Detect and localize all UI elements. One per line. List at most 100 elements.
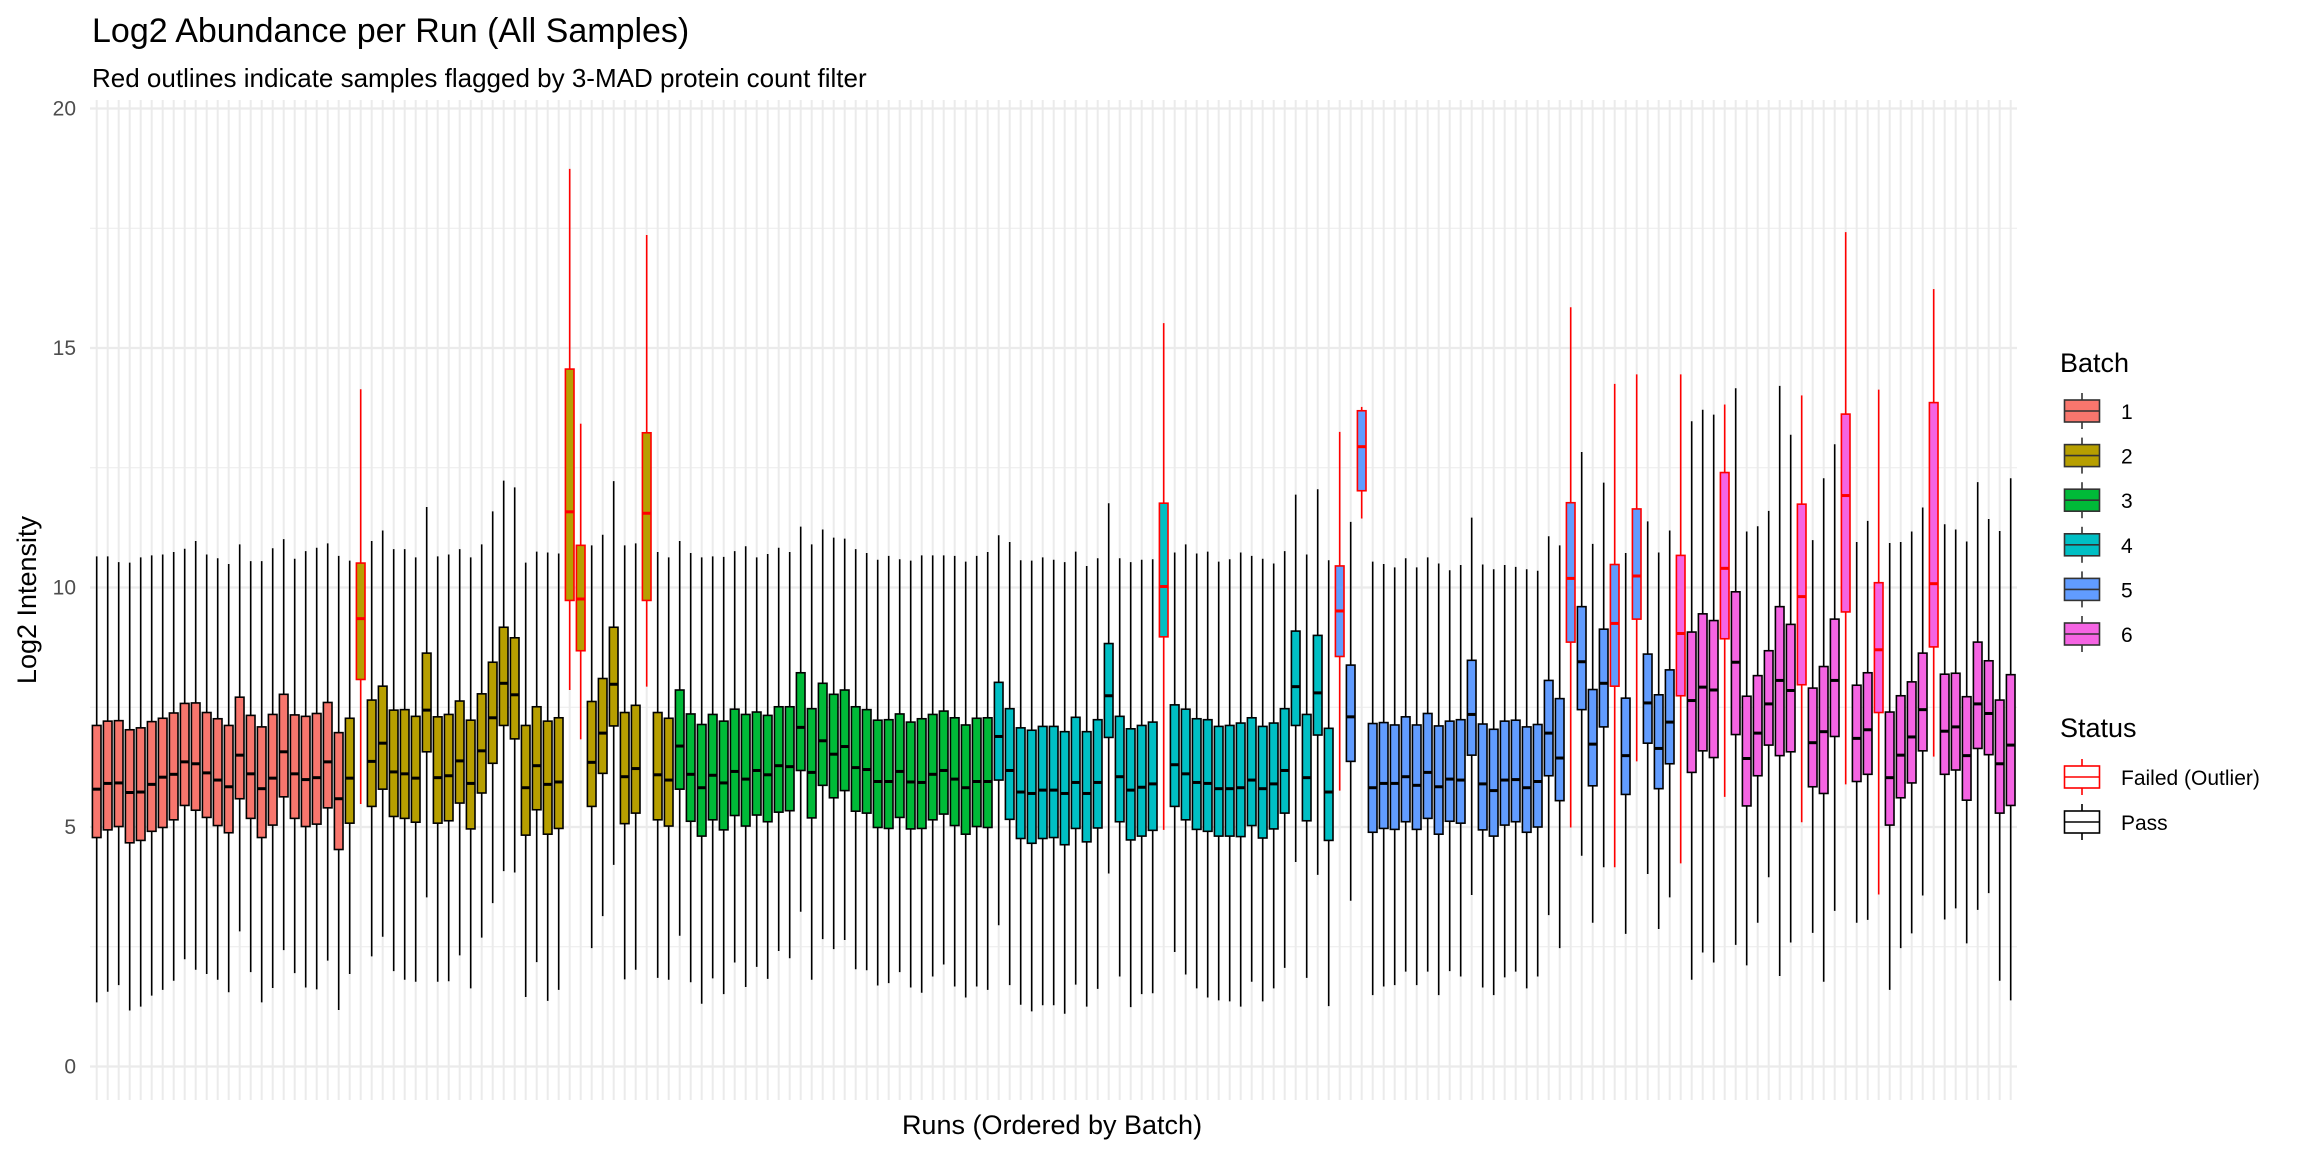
iqr-box (1191, 717, 1202, 831)
iqr-box (201, 711, 212, 819)
iqr-box (311, 712, 322, 825)
y-axis-tick-labels: 0 5 10 15 20 (53, 98, 76, 1079)
run-box-pass (1983, 519, 1994, 894)
run-box-failed (575, 423, 586, 740)
run-box-pass (1972, 482, 1983, 910)
iqr-box (597, 677, 608, 775)
run-box-pass (388, 549, 399, 972)
iqr-box (234, 696, 245, 800)
run-box-pass (1664, 530, 1675, 898)
run-box-pass (1917, 507, 1928, 896)
iqr-box (960, 724, 971, 835)
run-box-pass (850, 549, 861, 970)
iqr-box (432, 716, 443, 824)
run-box-failed (1796, 395, 1807, 823)
iqr-box (1906, 681, 1917, 784)
run-box-pass (1763, 510, 1774, 878)
run-box-pass (1642, 521, 1653, 874)
iqr-box (355, 562, 366, 681)
legend-label-batch: 3 (2121, 490, 2133, 513)
run-box-pass (1015, 560, 1026, 1005)
iqr-box (729, 708, 740, 817)
run-box-failed (1873, 389, 1884, 895)
run-box-pass (498, 480, 509, 872)
iqr-box (256, 726, 267, 839)
iqr-box (520, 724, 531, 836)
run-box-pass (542, 552, 553, 1001)
iqr-box (751, 711, 762, 816)
run-box-pass (1026, 560, 1037, 1012)
iqr-box (212, 717, 223, 827)
run-box-pass (817, 529, 828, 940)
run-box-pass (718, 556, 729, 995)
iqr-box (641, 431, 652, 602)
iqr-box (1972, 641, 1983, 750)
run-box-pass (872, 559, 883, 986)
run-box-pass (1290, 494, 1301, 862)
y-tick-label: 5 (64, 816, 76, 839)
run-box-failed (1631, 374, 1642, 762)
iqr-box (795, 671, 806, 772)
run-box-failed (1840, 232, 1851, 785)
iqr-box (1081, 730, 1092, 843)
legend-title-status: Status (2060, 713, 2137, 743)
iqr-box (1147, 721, 1158, 832)
iqr-box (1807, 687, 1818, 788)
run-box-pass (344, 560, 355, 975)
run-box-pass (553, 553, 564, 990)
legend-key-status-failed (2063, 759, 2101, 795)
iqr-box (388, 709, 399, 818)
run-box-pass (245, 561, 256, 973)
iqr-box (333, 731, 344, 851)
run-box-pass (465, 557, 476, 989)
run-box-pass (1444, 570, 1455, 972)
iqr-box (2005, 673, 2016, 807)
run-box-pass (1741, 531, 1752, 966)
iqr-box (1950, 672, 1961, 771)
iqr-box (872, 719, 883, 829)
iqr-box (267, 713, 278, 826)
iqr-box (850, 705, 861, 812)
iqr-box (410, 715, 421, 824)
run-box-pass (707, 556, 718, 979)
run-box-pass (1103, 503, 1114, 874)
iqr-box (1499, 720, 1510, 826)
iqr-box (1180, 708, 1191, 821)
run-box-pass (960, 561, 971, 998)
legend-label-status: Failed (Outlier) (2121, 767, 2260, 790)
y-tick-label: 15 (53, 337, 76, 360)
run-box-pass (1994, 530, 2005, 981)
iqr-box (190, 702, 201, 812)
run-box-failed (1675, 374, 1686, 864)
iqr-box (1928, 401, 1939, 648)
run-box-pass (432, 556, 443, 982)
run-box-pass (1433, 563, 1444, 996)
run-box-pass (1191, 553, 1202, 989)
iqr-box (784, 705, 795, 812)
run-box-pass (1422, 557, 1433, 972)
run-box-pass (168, 552, 179, 981)
iqr-box (1609, 563, 1620, 687)
iqr-box (1279, 707, 1290, 814)
iqr-box (421, 652, 432, 753)
iqr-box (883, 718, 894, 830)
run-box-pass (1939, 524, 1950, 920)
iqr-box (762, 714, 773, 823)
legend-key-batch-3 (2063, 482, 2101, 519)
run-box-pass (1070, 551, 1081, 985)
legend-key-batch-4 (2063, 526, 2101, 563)
iqr-box (1598, 628, 1609, 728)
iqr-box (1895, 694, 1906, 799)
iqr-box (146, 720, 157, 833)
iqr-box (1323, 727, 1334, 842)
run-box-pass (531, 551, 542, 963)
iqr-box (1455, 718, 1466, 824)
run-box-pass (212, 558, 223, 980)
iqr-box (278, 693, 289, 798)
run-box-pass (1455, 564, 1466, 977)
iqr-box (806, 707, 817, 819)
run-box-pass (993, 535, 1004, 926)
iqr-box (1290, 630, 1301, 727)
run-box-pass (1895, 541, 1906, 949)
run-box-failed (1334, 431, 1345, 791)
